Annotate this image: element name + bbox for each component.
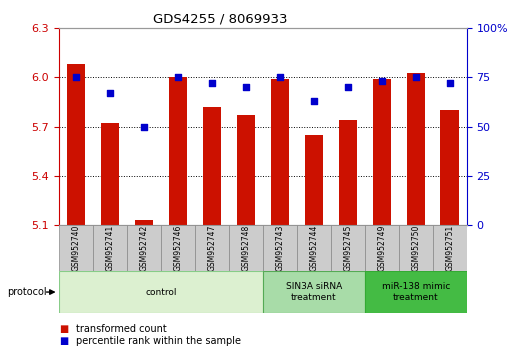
Bar [161, 225, 195, 271]
Bar [441, 110, 459, 225]
Text: GSM952751: GSM952751 [445, 225, 455, 271]
Point [72, 75, 80, 80]
Bar [169, 78, 187, 225]
Bar [305, 135, 323, 225]
Bar [406, 73, 425, 225]
Point [378, 79, 386, 84]
Text: GSM952747: GSM952747 [207, 224, 216, 271]
Bar [195, 225, 229, 271]
Bar [399, 225, 433, 271]
Point [140, 124, 148, 129]
Text: protocol: protocol [7, 287, 46, 297]
Text: GSM952749: GSM952749 [378, 224, 386, 271]
Bar [67, 64, 85, 225]
Bar [365, 271, 467, 313]
Bar [203, 107, 221, 225]
Text: GSM952742: GSM952742 [140, 225, 148, 271]
Text: ■: ■ [59, 324, 68, 333]
Bar [93, 225, 127, 271]
Text: GSM952748: GSM952748 [242, 225, 250, 271]
Text: transformed count: transformed count [76, 324, 167, 333]
Text: ■: ■ [59, 336, 68, 346]
Text: GDS4255 / 8069933: GDS4255 / 8069933 [153, 12, 288, 25]
Point [174, 75, 182, 80]
Bar [229, 225, 263, 271]
Text: GSM952746: GSM952746 [173, 224, 183, 271]
Bar [331, 225, 365, 271]
Text: SIN3A siRNA
treatment: SIN3A siRNA treatment [286, 282, 342, 302]
Point [106, 90, 114, 96]
Point [208, 80, 216, 86]
Bar [263, 225, 297, 271]
Text: GSM952740: GSM952740 [71, 224, 81, 271]
Text: percentile rank within the sample: percentile rank within the sample [76, 336, 241, 346]
Bar [270, 79, 289, 225]
Point [446, 80, 454, 86]
Point [344, 84, 352, 90]
Text: control: control [145, 287, 176, 297]
Point [242, 84, 250, 90]
Bar [433, 225, 467, 271]
Bar [127, 225, 161, 271]
Text: GSM952750: GSM952750 [411, 224, 420, 271]
Point [310, 98, 318, 104]
Point [412, 75, 420, 80]
Text: miR-138 mimic
treatment: miR-138 mimic treatment [382, 282, 450, 302]
Text: GSM952741: GSM952741 [106, 225, 114, 271]
Bar [101, 123, 120, 225]
Bar [339, 120, 357, 225]
Bar [236, 115, 255, 225]
Bar [372, 79, 391, 225]
Bar [263, 271, 365, 313]
Text: GSM952745: GSM952745 [343, 224, 352, 271]
Point [276, 75, 284, 80]
Bar [59, 271, 263, 313]
Text: GSM952743: GSM952743 [275, 224, 284, 271]
Bar [134, 220, 153, 225]
Bar [297, 225, 331, 271]
Bar [59, 225, 93, 271]
Bar [365, 225, 399, 271]
Text: GSM952744: GSM952744 [309, 224, 319, 271]
